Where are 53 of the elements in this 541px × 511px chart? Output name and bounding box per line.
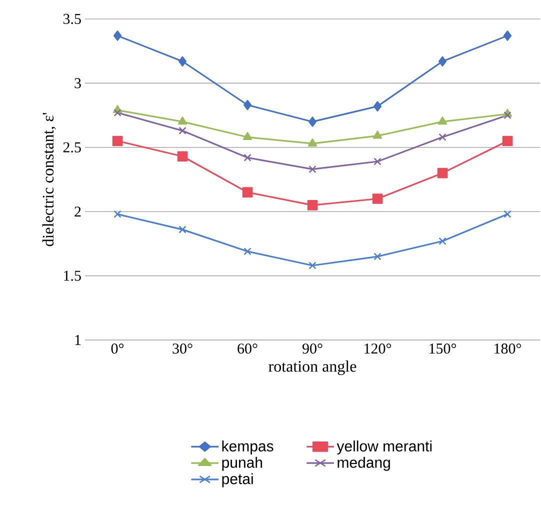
point xyxy=(178,126,186,135)
point xyxy=(504,210,512,218)
point xyxy=(114,210,122,218)
y-tick-label: 1.5 xyxy=(64,270,81,281)
point xyxy=(372,130,382,139)
point xyxy=(374,252,382,260)
x-tick-label: 120° xyxy=(364,344,392,354)
point xyxy=(373,101,382,112)
point xyxy=(243,100,252,110)
point xyxy=(242,187,253,198)
y-tick-label: 3.5 xyxy=(63,14,81,24)
point xyxy=(178,56,187,67)
y-tick-label: 2.5 xyxy=(63,142,81,152)
point xyxy=(177,151,188,162)
x-tick-label: 0° xyxy=(111,344,124,354)
point xyxy=(308,116,317,127)
point xyxy=(502,136,513,146)
point xyxy=(372,194,383,204)
point xyxy=(503,30,512,41)
x-tick-label: 150° xyxy=(430,344,456,354)
x-tick-label: 30° xyxy=(172,344,192,354)
legend-label: punah xyxy=(222,456,262,471)
point xyxy=(244,154,252,162)
point xyxy=(438,56,447,67)
point xyxy=(308,165,316,174)
point xyxy=(242,132,252,140)
legend-label: kempas xyxy=(222,440,274,454)
point xyxy=(178,226,186,234)
y-tick-label: 1 xyxy=(75,335,81,345)
point xyxy=(438,116,448,125)
y-tick-label: 2 xyxy=(74,206,81,217)
point xyxy=(308,138,318,146)
point xyxy=(113,30,122,41)
legend-label: medang xyxy=(338,456,390,471)
point xyxy=(114,108,122,117)
point xyxy=(437,168,448,178)
point xyxy=(438,133,446,141)
x-tick-label: 60° xyxy=(238,344,258,354)
y-tick-label: 3 xyxy=(74,78,81,88)
point xyxy=(308,262,316,270)
point xyxy=(438,237,446,245)
y-axis-title: dielectric constant, ε' xyxy=(42,112,56,246)
legend-label: petai xyxy=(222,473,253,488)
point xyxy=(307,200,318,210)
x-tick-label: 180° xyxy=(494,344,522,354)
point xyxy=(504,111,512,120)
x-axis-title: rotation angle xyxy=(268,360,356,376)
legend-label: yellow meranti xyxy=(336,440,432,454)
x-tick-label: 90° xyxy=(302,344,322,354)
point xyxy=(374,158,382,166)
point xyxy=(244,248,252,256)
point xyxy=(178,116,188,125)
point xyxy=(112,136,123,146)
